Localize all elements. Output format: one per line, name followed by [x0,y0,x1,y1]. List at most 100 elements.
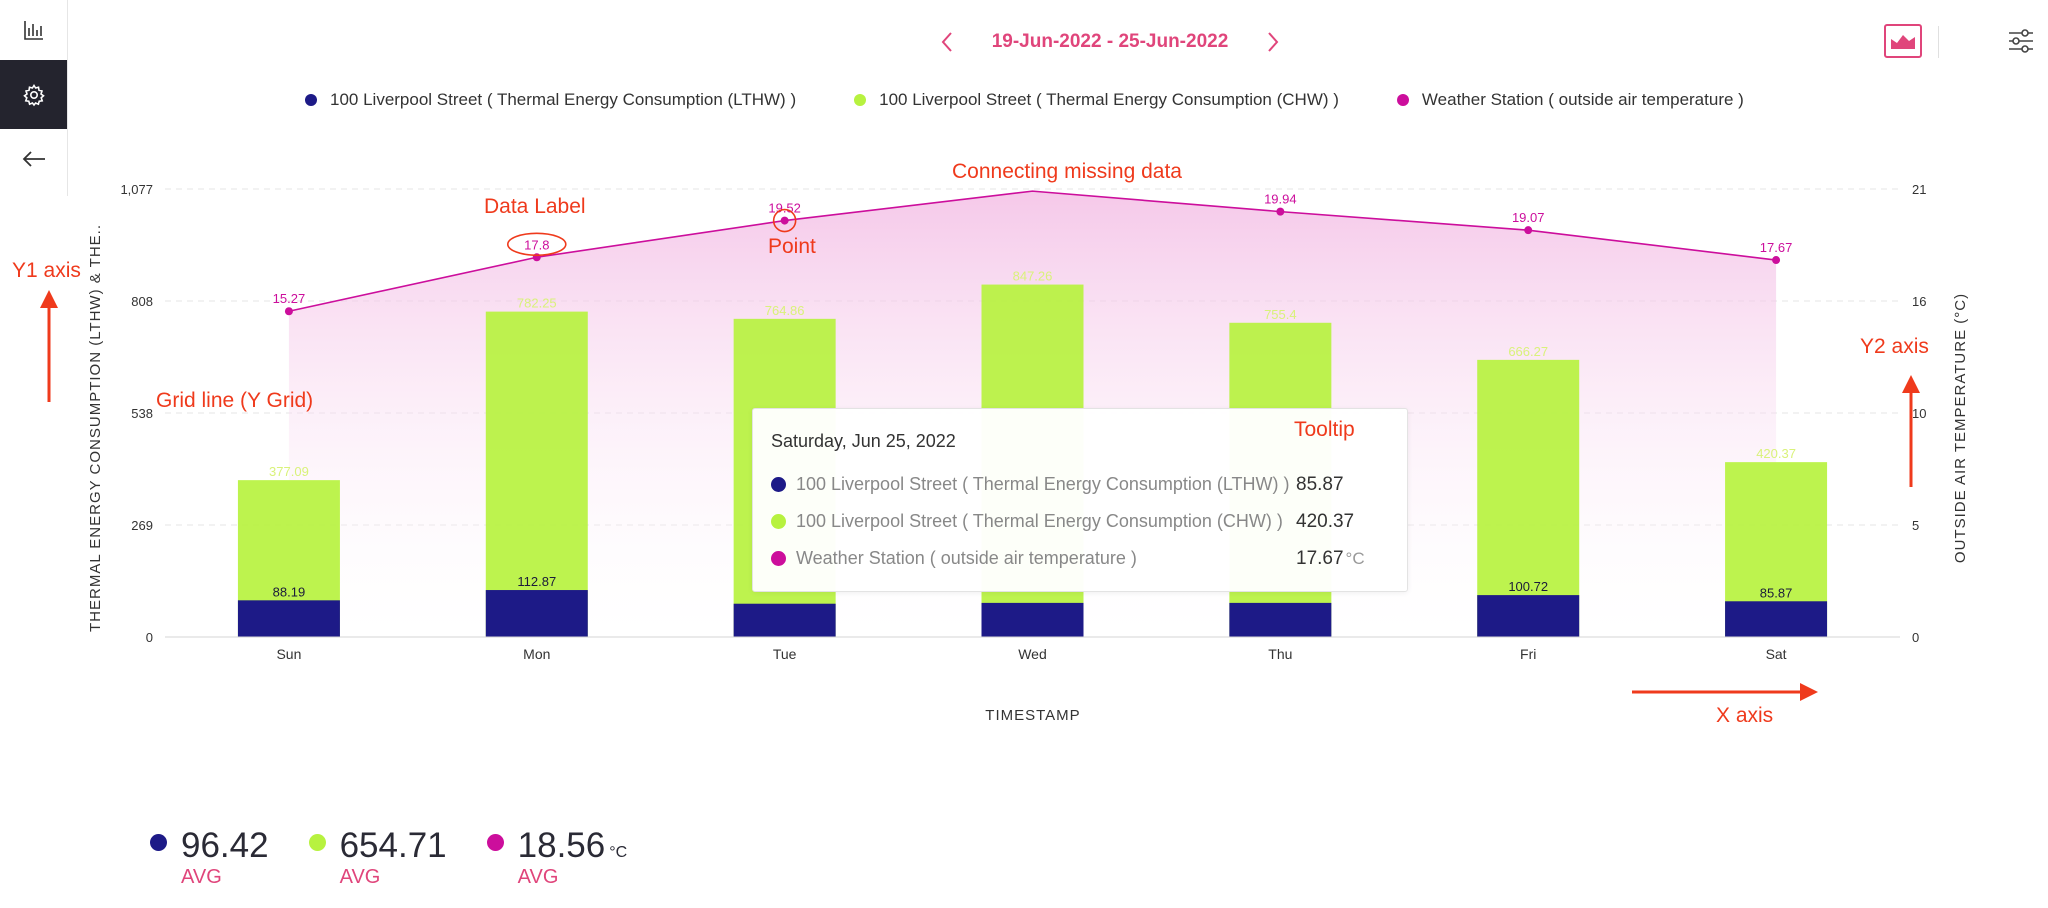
y2-tick-label: 10 [1912,406,1926,421]
chart-view-button[interactable] [0,0,67,60]
chw-data-label: 377.09 [269,464,309,479]
lthw-data-label: 85.87 [1760,585,1793,600]
temperature-point [1772,256,1781,265]
legend-dot-icon [1396,94,1409,106]
annotation-y2-axis: Y2 axis [1860,335,1929,358]
summary-label: AVG [339,866,381,888]
tooltip-value: 85.87 [1296,473,1344,495]
summary-value: 96.42 [181,826,269,865]
toolbar-divider [1938,26,1939,58]
y1-axis-title: THERMAL ENERGY CONSUMPTION (LTHW) & THE.… [87,224,104,632]
temperature-point [780,216,789,225]
temperature-data-label: 19.07 [1512,210,1545,225]
annotation-x-axis: X axis [1716,704,1774,727]
y2-tick-label: 16 [1912,294,1926,309]
bar-chart-icon [23,21,43,40]
chw-data-label: 847.26 [1013,269,1053,284]
tooltip-dot-icon [771,514,786,529]
temperature-data-label: 15.27 [273,291,306,306]
back-button[interactable] [0,129,67,189]
legend-dot-icon [305,94,317,106]
x-tick-label: Thu [1268,646,1292,662]
point-highlight [772,208,797,233]
tooltip-row-temperature: Weather Station ( outside air temperatur… [771,540,1389,577]
y1-tick-label: 1,077 [120,182,153,197]
summary-label: AVG [181,866,222,888]
sidebar [0,0,68,196]
chw-data-label: 755.4 [1264,307,1297,322]
chart-tooltip: Saturday, Jun 25, 2022 100 Liverpool Str… [752,408,1408,592]
back-arrow-icon [22,151,45,167]
chw-data-label: 764.86 [765,303,805,318]
settings-button[interactable] [0,60,67,129]
temperature-data-label: 17.8 [524,237,549,252]
previous-week-button[interactable] [940,31,954,53]
tooltip-series-name: 100 Liverpool Street ( Thermal Energy Co… [796,511,1283,531]
temperature-data-label: 17.67 [1760,240,1793,255]
area-chart-toggle[interactable] [1884,24,1922,58]
date-range-nav: 19-Jun-2022 - 25-Jun-2022 [940,26,1280,58]
chw-data-label: 782.25 [517,296,557,311]
y2-axis-title: OUTSIDE AIR TEMPERATURE (°C) [1952,293,1969,563]
annotation-connecting-missing-data: Connecting missing data [952,160,1182,183]
annotation-grid-line: Grid line (Y Grid) [156,389,314,412]
lthw-bar [1725,601,1828,637]
tooltip-series-name: 100 Liverpool Street ( Thermal Energy Co… [796,474,1290,494]
summary-lthw: 96.42 AVG [150,826,269,888]
area-chart-icon [1891,35,1915,49]
tooltip-row-chw: 100 Liverpool Street ( Thermal Energy Co… [771,503,1389,540]
lthw-bar [733,603,836,637]
legend-item-temperature[interactable]: Weather Station ( outside air temperatur… [1396,90,1744,110]
data-label-highlight [506,232,567,257]
summary-chw: 654.71 AVG [308,826,447,888]
annotation-point: Point [768,235,816,258]
axes: 0 0 269 5 538 10 808 16 1,077 21 Sun Mon Tue Wed Thu Fr… [87,182,1969,724]
next-week-button[interactable] [1266,31,1280,53]
summary-dot-icon [150,834,167,851]
lthw-bar [1229,602,1332,637]
y2-tick-label: 0 [1912,630,1919,645]
y2-arrow-head [1902,375,1920,393]
temperature-point [1524,226,1533,235]
y1-tick-label: 808 [131,294,153,309]
x-tick-label: Mon [523,646,550,662]
tooltip-unit: °C [1345,548,1365,568]
chw-data-label: 420.37 [1756,446,1796,461]
summary-unit: °C [609,844,628,861]
tooltip-dot-icon [771,477,786,492]
filter-sliders-icon [2009,29,2033,53]
x-tick-label: Fri [1520,646,1536,662]
chw-bar [1477,359,1580,637]
x-axis-title: TIMESTAMP [985,707,1080,724]
annotation-tooltip: Tooltip [1294,418,1355,441]
lthw-data-label: 100.72 [1508,579,1548,594]
date-range-label[interactable]: 19-Jun-2022 - 25-Jun-2022 [991,31,1229,52]
temperature-data-label: 19.52 [768,201,801,216]
y1-tick-label: 269 [131,518,153,533]
y1-arrow-head [40,290,58,308]
legend-dot-icon [854,94,867,106]
summary-averages: 96.42 AVG 654.71 AVG 18.56 °C AVG [150,826,627,888]
summary-value: 18.56 [517,826,606,865]
tooltip-row-lthw: 100 Liverpool Street ( Thermal Energy Co… [771,466,1389,503]
summary-value: 654.71 [339,826,447,865]
legend-item-chw[interactable]: 100 Liverpool Street ( Thermal Energy Co… [854,90,1339,110]
legend-item-lthw[interactable]: 100 Liverpool Street ( Thermal Energy Co… [305,90,796,110]
y2-tick-label: 5 [1912,518,1919,533]
filter-button[interactable] [2006,26,2036,56]
temperature-line-series [284,190,1781,316]
annotation-shapes [40,208,1920,701]
temperature-data-label: 19.94 [1264,192,1297,207]
summary-temperature: 18.56 °C AVG [486,826,628,888]
summary-label: AVG [517,866,559,888]
chart-legend: 100 Liverpool Street ( Thermal Energy Co… [305,90,1744,110]
y2-tick-label: 21 [1912,182,1926,197]
y1-tick-label: 0 [146,630,153,645]
lthw-data-label: 112.87 [517,574,556,589]
summary-dot-icon [308,834,326,851]
data-labels: 377.09 88.19 15.27 782.25 112.87 17.8 764.86 19… [269,192,1796,601]
temperature-point [1276,207,1285,216]
lthw-bar [237,600,340,637]
x-tick-label: Sat [1766,646,1787,662]
chevron-left-icon [941,32,952,52]
